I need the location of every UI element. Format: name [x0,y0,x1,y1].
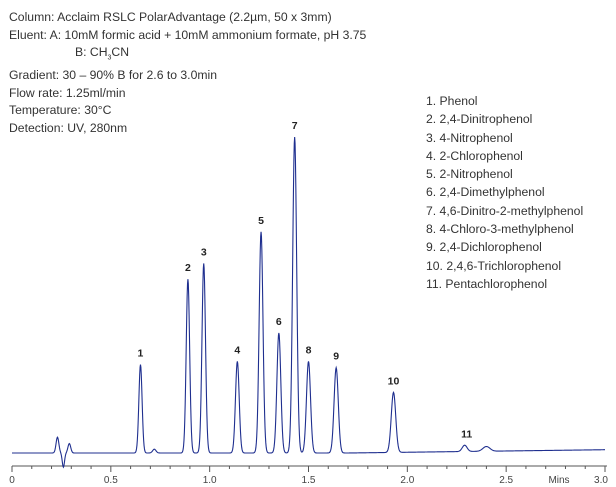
conditions-block: Column: Acclaim RSLC PolarAdvantage (2.2… [9,9,366,138]
x-tick-label: 1.0 [203,475,217,486]
legend-item: 8. 4-Chloro-3-methylphenol [426,222,574,237]
x-axis-unit-label: Mins [548,475,569,486]
detection-text: Detection: UV, 280nm [9,121,128,135]
legend-item: 7. 4,6-Dinitro-2-methylphenol [426,203,584,218]
x-tick-label: 0.5 [104,475,118,486]
legend-item: 3. 4-Nitrophenol [426,130,513,145]
peak-label: 4 [234,344,240,356]
eluent-a-text: Eluent: A: 10mM formic acid + 10mM ammon… [9,27,367,42]
peak-label: 3 [201,246,207,258]
x-tick-label: 1.5 [302,475,316,486]
chromatogram-trace [12,136,606,469]
peak-label: 6 [276,316,282,328]
peak-label: 9 [333,351,339,363]
peak-label: 8 [306,344,312,356]
legend-item: 11. Pentachlorophenol [426,276,548,291]
x-axis: 0 0.5 1.0 1.5 2.0 2.5 3.0 Mins [9,465,608,486]
eluent-b-text: B: CH3CN [9,44,366,67]
peak-label: 11 [461,429,472,441]
gradient-text: Gradient: 30 – 90% B for 2.6 to 3.0min [9,68,217,83]
legend-item: 2. 2,4-Dinitrophenol [426,112,533,127]
column-text: Column: Acclaim RSLC PolarAdvantage (2.2… [9,10,332,24]
legend-item: 10. 2,4,6-Trichlorophenol [426,258,562,273]
temperature-text: Temperature: 30°C [9,103,112,118]
eluent-b-subscript: 3 [107,54,112,62]
peak-legend: 1. Phenol 2. 2,4-Dinitrophenol 3. 4-Nitrop… [426,92,583,293]
x-tick-label: 0 [9,475,15,486]
peak-label: 7 [292,120,298,132]
legend-item: 5. 2-Nitrophenol [426,167,513,182]
legend-item: 9. 2,4-Dichlorophenol [426,240,542,255]
legend-item: 1. Phenol [426,94,478,108]
legend-item: 6. 2,4-Dimethylphenol [426,185,545,200]
legend-item: 4. 2-Chlorophenol [426,148,523,163]
x-tick-label: 2.0 [400,475,414,486]
flow-rate-text: Flow rate: 1.25ml/min [9,85,126,100]
eluent-b-prefix: B: CH [75,45,108,60]
peak-label: 5 [258,215,264,227]
peak-label: 1 [138,348,144,360]
x-tick-label: 2.5 [499,475,513,486]
eluent-b-suffix: CN [111,45,130,60]
x-tick-label: 3.0 [594,475,608,486]
peak-label: 2 [185,262,191,274]
peak-label: 10 [388,376,400,388]
